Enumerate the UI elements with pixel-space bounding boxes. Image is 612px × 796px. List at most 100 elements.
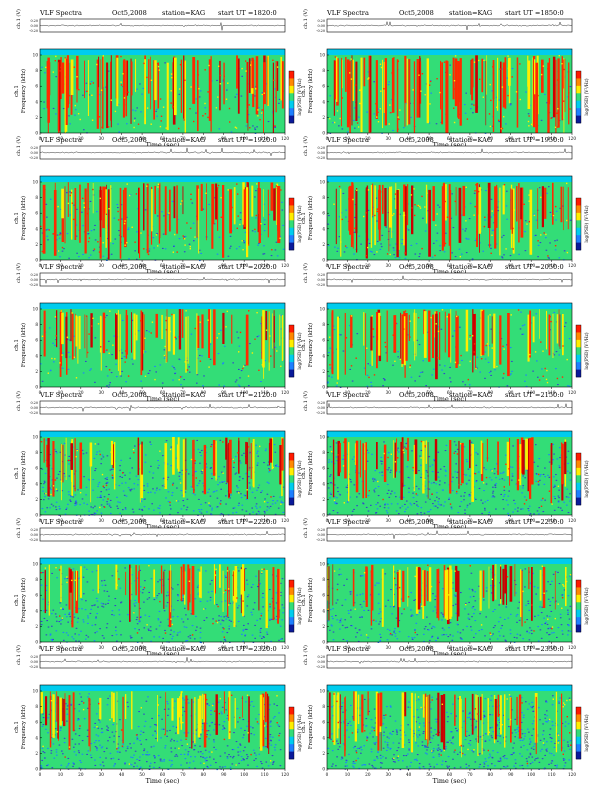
spectral-highlight [242,600,243,601]
noise-speckle [419,344,421,345]
noise-speckle [193,240,195,241]
spectral-highlight [48,109,49,110]
noise-speckle [567,612,569,613]
noise-speckle [389,630,391,631]
spectral-highlight [55,56,56,57]
noise-speckle [393,247,395,248]
noise-speckle [387,493,389,494]
noise-speckle [92,625,94,626]
burst-column [47,438,49,496]
noise-speckle [554,240,556,241]
noise-speckle [448,627,450,628]
noise-speckle [412,493,414,494]
spectral-highlight [87,213,88,214]
burst-column [424,570,426,606]
noise-speckle [371,454,373,455]
spectral-highlight [173,252,174,253]
burst-column [328,566,329,620]
noise-speckle [264,224,266,225]
burst-column [124,188,127,247]
noise-speckle [176,754,178,755]
noise-speckle [516,622,518,623]
spectral-highlight [156,234,157,235]
burst-column [445,570,448,619]
spectral-highlight [528,194,529,195]
spectral-highlight [329,118,330,119]
noise-speckle [525,605,527,606]
noise-speckle [171,760,173,761]
noise-speckle [262,254,264,255]
spectral-highlight [538,474,539,475]
spectral-highlight [484,226,485,227]
noise-speckle [197,485,199,486]
noise-speckle [354,128,356,129]
noise-speckle [177,632,179,633]
spectral-highlight [172,484,173,485]
noise-speckle [174,369,176,370]
burst-column [400,442,402,500]
burst-column [236,55,238,88]
noise-speckle [145,454,147,455]
noise-speckle [108,341,110,342]
noise-speckle [537,510,539,511]
noise-speckle [471,573,473,574]
noise-speckle [332,618,334,619]
noise-speckle [494,484,496,485]
colorbar-segment [289,325,294,333]
spectral-highlight [120,82,121,83]
noise-speckle [148,592,150,593]
noise-speckle [243,734,245,735]
noise-speckle [141,637,143,638]
burst-column [492,316,493,343]
burst-column [348,442,349,501]
spectral-highlight [235,127,236,128]
waveform-tick-label: 0.00 [317,24,325,28]
noise-speckle [95,746,97,747]
noise-speckle [55,451,57,452]
spectral-highlight [45,67,46,68]
noise-speckle [437,205,439,206]
spectral-highlight [339,118,340,119]
burst-column [116,58,118,106]
noise-speckle [205,570,207,571]
spectral-highlight [236,183,237,184]
noise-speckle [478,630,480,631]
noise-speckle [422,372,424,373]
noise-speckle [121,358,123,359]
noise-speckle [247,623,249,624]
noise-speckle [465,475,467,476]
noise-speckle [367,375,369,376]
noise-speckle [416,623,418,624]
panel-title: VLF Spectra [39,263,82,271]
noise-speckle [350,617,352,618]
noise-speckle [441,370,443,371]
noise-speckle [103,606,105,607]
noise-speckle [238,337,240,338]
noise-speckle [92,490,94,491]
colorbar-segment [289,475,294,483]
noise-speckle [429,623,431,624]
spectral-highlight [126,242,127,243]
burst-column [557,314,559,343]
noise-speckle [384,507,386,508]
colorbar-segment [576,362,581,370]
noise-speckle [253,734,255,735]
spectral-highlight [171,73,172,74]
noise-speckle [116,634,118,635]
noise-speckle [492,495,494,496]
burst-column [161,566,162,594]
burst-column [192,57,195,104]
spectral-highlight [474,343,475,344]
burst-column [356,441,359,493]
panel-station: station=KAG [162,9,205,17]
spectral-highlight [472,335,473,336]
noise-speckle [106,627,108,628]
noise-speckle [60,727,62,728]
spectral-highlight [248,375,249,376]
noise-speckle [469,475,471,476]
colorbar-segment [576,468,581,476]
noise-speckle [558,627,560,628]
noise-speckle [549,477,551,478]
noise-speckle [501,237,503,238]
